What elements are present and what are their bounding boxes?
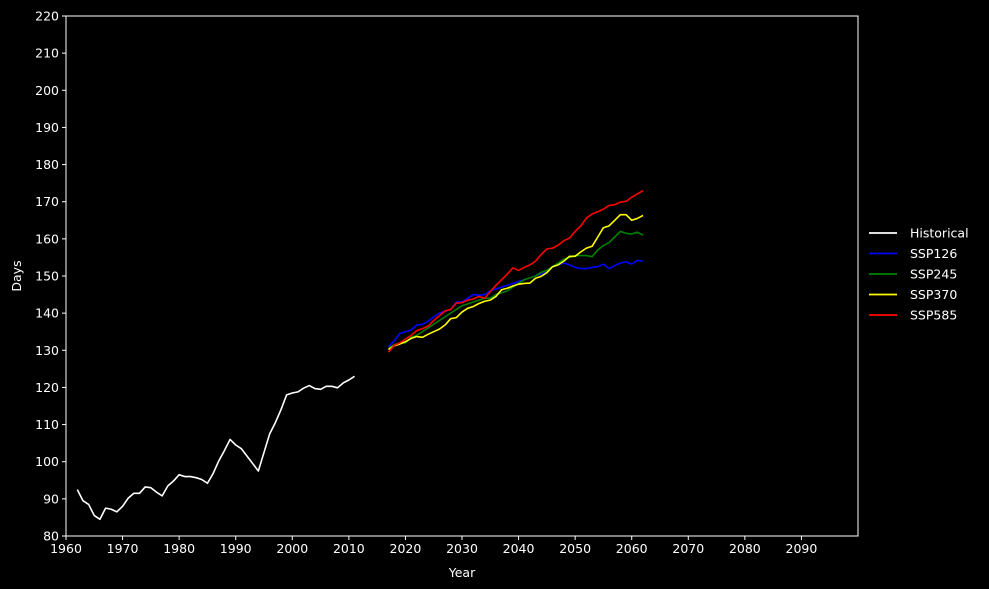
y-tick-label: 180 [35, 157, 59, 172]
y-tick-label: 170 [35, 194, 59, 209]
legend: Historical SSP126 SSP245 SSP370 SSP585 [869, 226, 969, 323]
y-tick-label: 190 [35, 120, 59, 135]
x-tick-label: 2060 [616, 541, 648, 556]
y-tick-label: 120 [35, 380, 59, 395]
y-tick-label: 100 [35, 454, 59, 469]
x-tick-label: 2020 [390, 541, 422, 556]
series-line-ssp585 [387, 189, 644, 353]
y-tick-label: 110 [35, 417, 59, 432]
legend-label-historical: Historical [910, 226, 969, 241]
y-tick-label: 210 [35, 46, 59, 61]
x-axis-label: Year [448, 565, 476, 580]
y-tick-label: 80 [43, 529, 59, 544]
x-tick-label: 1960 [50, 541, 82, 556]
x-tick-label: 1980 [163, 541, 195, 556]
x-tick-label: 1990 [220, 541, 252, 556]
y-tick-label: 160 [35, 231, 59, 246]
x-tick-label: 2090 [786, 541, 818, 556]
y-axis-ticks: 80 90 100 110 120 130 140 150 160 170 180 190 200 210… [35, 9, 66, 544]
x-tick-label: 1970 [107, 541, 139, 556]
y-tick-label: 150 [35, 269, 59, 284]
legend-label-ssp126: SSP126 [910, 246, 957, 261]
x-tick-label: 2030 [446, 541, 478, 556]
series-line-historical [76, 375, 355, 521]
series-lines [76, 189, 644, 521]
x-tick-label: 2000 [276, 541, 308, 556]
x-axis-ticks: 1960 1970 1980 1990 2000 2010 2020 2030 2040 2050… [50, 536, 817, 556]
legend-label-ssp245: SSP245 [910, 267, 957, 282]
y-tick-label: 140 [35, 306, 59, 321]
x-tick-label: 2040 [503, 541, 535, 556]
y-tick-label: 220 [35, 9, 59, 24]
y-tick-label: 90 [43, 491, 59, 506]
series-line-ssp370 [388, 213, 644, 351]
y-tick-label: 130 [35, 343, 59, 358]
x-tick-label: 2010 [333, 541, 365, 556]
legend-label-ssp370: SSP370 [910, 287, 957, 302]
x-tick-label: 2080 [729, 541, 761, 556]
x-tick-label: 2070 [672, 541, 704, 556]
y-tick-label: 200 [35, 83, 59, 98]
y-axis-label: Days [9, 260, 24, 291]
x-tick-label: 2050 [559, 541, 591, 556]
series-line-ssp126 [387, 259, 644, 348]
legend-label-ssp585: SSP585 [910, 308, 957, 323]
